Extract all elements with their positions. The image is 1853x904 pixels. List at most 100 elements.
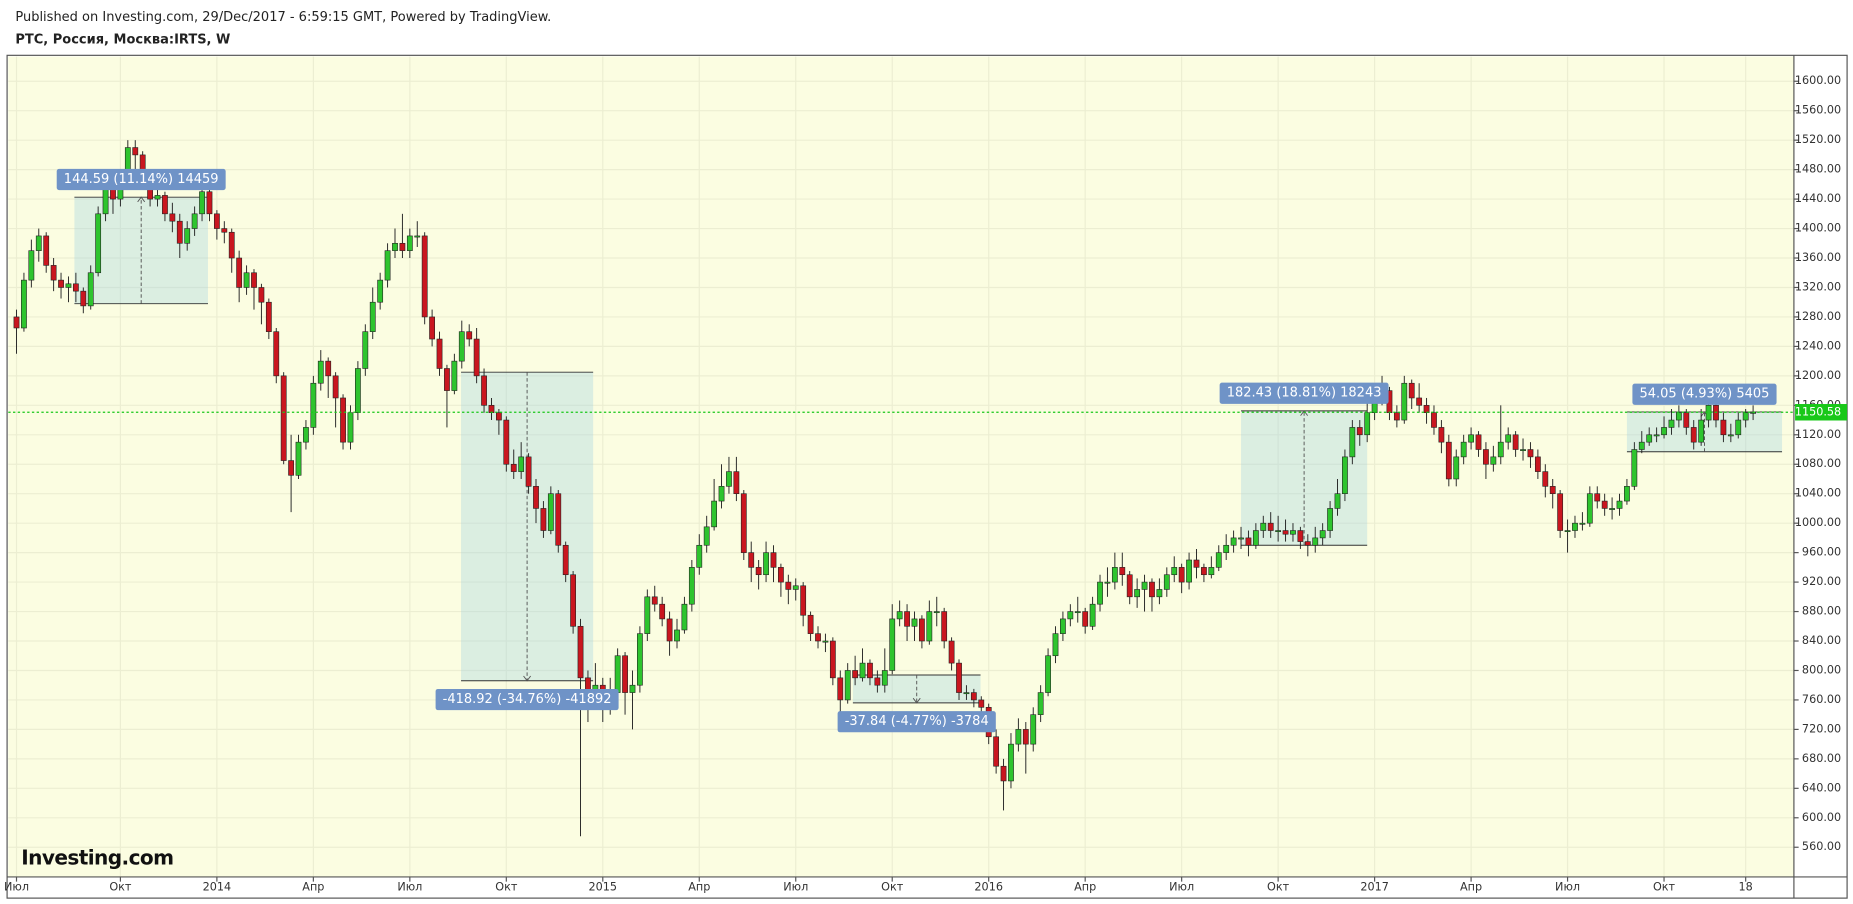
candle-body xyxy=(970,692,977,701)
candle-body xyxy=(206,191,213,215)
candle-body xyxy=(1438,427,1445,443)
candle-body xyxy=(1290,530,1296,535)
candle-body xyxy=(169,213,176,222)
candle-body xyxy=(1638,441,1645,450)
candle-body xyxy=(785,581,792,590)
measure-label-bg xyxy=(435,688,619,711)
measure-label: -37.84 (-4.77%) -3784 xyxy=(845,714,989,729)
x-tick-label: Июл xyxy=(4,881,29,894)
candle-body xyxy=(1735,419,1742,436)
candle-body xyxy=(518,456,525,472)
candle-body xyxy=(1594,493,1601,502)
candle-body xyxy=(1252,530,1259,546)
candle-body xyxy=(1445,441,1452,480)
candle-body xyxy=(1304,541,1311,546)
x-tick-label: 2016 xyxy=(974,881,1003,894)
candle-body xyxy=(948,640,955,664)
candle-body xyxy=(1505,434,1512,443)
candle-body xyxy=(392,242,398,251)
candle-body xyxy=(496,412,502,421)
candle-body xyxy=(1356,427,1363,436)
candle-body xyxy=(881,670,888,686)
candle-body xyxy=(837,677,844,701)
chart-title: РТС, Россия, Москва:IRTS, W xyxy=(15,33,230,48)
candle-body xyxy=(1022,729,1029,745)
candle-body xyxy=(1690,427,1697,443)
candle-body xyxy=(1423,405,1430,413)
measure-label: -418.92 (-34.76%) -41892 xyxy=(443,692,612,707)
candle-body xyxy=(1000,765,1007,782)
candle-body xyxy=(525,456,532,487)
candle-body xyxy=(1275,530,1282,533)
candles xyxy=(13,140,1756,837)
candle-body xyxy=(228,231,235,259)
candle-body xyxy=(1215,552,1222,568)
candle-body xyxy=(1111,567,1118,583)
candle-body xyxy=(1163,574,1170,590)
candle-body xyxy=(1512,434,1519,450)
candle-body xyxy=(726,471,732,487)
candle-body xyxy=(1616,500,1623,509)
candle-body xyxy=(1564,530,1571,533)
candle-body xyxy=(95,213,102,274)
candle-body xyxy=(1260,522,1267,531)
candle-body xyxy=(733,471,740,495)
candle-body xyxy=(65,283,72,288)
candle-body xyxy=(659,603,666,620)
last-price-tag xyxy=(1795,404,1848,421)
candle-body xyxy=(1727,434,1734,437)
measure-label-bg xyxy=(56,168,226,191)
x-tick-label: Окт xyxy=(1653,881,1676,894)
plot-background xyxy=(8,56,1794,877)
candle-body xyxy=(1468,434,1474,443)
candle-body xyxy=(1646,434,1653,443)
candle-body xyxy=(1312,537,1319,546)
candle-body xyxy=(1475,434,1482,450)
candle-body xyxy=(503,419,510,465)
x-tick-label: Июл xyxy=(783,881,808,894)
candle-body xyxy=(748,552,755,568)
candle-body xyxy=(815,633,821,642)
candle-body xyxy=(874,677,881,686)
candle-body xyxy=(800,585,807,616)
candle-body xyxy=(755,567,762,576)
candle-body xyxy=(273,331,280,377)
candle-body xyxy=(340,397,346,443)
candle-body xyxy=(577,625,584,679)
x-tick-label: Апр xyxy=(302,881,324,894)
y-tick-label: 1520.00 xyxy=(1795,133,1841,146)
candle-body xyxy=(303,427,309,443)
watermark: Investing.com xyxy=(21,846,173,870)
candle-body xyxy=(1149,581,1155,598)
x-tick-label: 2015 xyxy=(589,881,618,894)
candle-body xyxy=(1661,427,1667,436)
candle-body xyxy=(325,360,332,377)
candle-body xyxy=(1171,567,1178,576)
candle-body xyxy=(1349,427,1356,458)
candle-body xyxy=(1245,537,1252,546)
candle-body xyxy=(1364,412,1371,436)
y-tick-label: 840.00 xyxy=(1802,634,1841,647)
candle-body xyxy=(1052,633,1059,657)
candle-body xyxy=(763,552,769,576)
y-tick-label: 920.00 xyxy=(1802,575,1841,588)
candle-body xyxy=(540,508,547,531)
candle-body xyxy=(1579,522,1586,525)
candle-body xyxy=(87,272,94,307)
candle-body xyxy=(644,596,651,634)
candle-body xyxy=(1186,559,1192,583)
candle-body xyxy=(1141,581,1148,590)
candle-body xyxy=(436,338,443,369)
candle-body xyxy=(1557,493,1564,531)
candle-body xyxy=(904,611,910,627)
y-tick-label: 1120.00 xyxy=(1795,428,1841,441)
candle-body xyxy=(251,272,257,288)
candle-body xyxy=(384,250,391,281)
candle-body xyxy=(191,213,198,229)
measure-arrowhead xyxy=(912,697,921,704)
candle-body xyxy=(1104,581,1111,584)
y-tick-label: 1400.00 xyxy=(1795,222,1841,235)
candle-body xyxy=(1483,449,1489,465)
candle-body xyxy=(896,611,903,620)
candle-body xyxy=(1534,456,1541,472)
